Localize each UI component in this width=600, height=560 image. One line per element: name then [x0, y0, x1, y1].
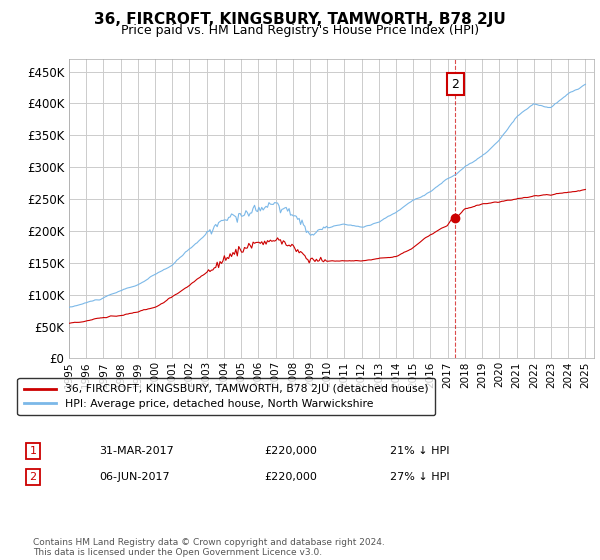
- Text: 27% ↓ HPI: 27% ↓ HPI: [390, 472, 449, 482]
- Text: 31-MAR-2017: 31-MAR-2017: [99, 446, 174, 456]
- Text: 36, FIRCROFT, KINGSBURY, TAMWORTH, B78 2JU: 36, FIRCROFT, KINGSBURY, TAMWORTH, B78 2…: [94, 12, 506, 27]
- Text: Price paid vs. HM Land Registry's House Price Index (HPI): Price paid vs. HM Land Registry's House …: [121, 24, 479, 36]
- Text: 21% ↓ HPI: 21% ↓ HPI: [390, 446, 449, 456]
- Text: 1: 1: [29, 446, 37, 456]
- Text: 06-JUN-2017: 06-JUN-2017: [99, 472, 170, 482]
- Text: £220,000: £220,000: [264, 446, 317, 456]
- Legend: 36, FIRCROFT, KINGSBURY, TAMWORTH, B78 2JU (detached house), HPI: Average price,: 36, FIRCROFT, KINGSBURY, TAMWORTH, B78 2…: [17, 378, 435, 415]
- Text: 2: 2: [29, 472, 37, 482]
- Text: Contains HM Land Registry data © Crown copyright and database right 2024.
This d: Contains HM Land Registry data © Crown c…: [33, 538, 385, 557]
- Text: 2: 2: [451, 78, 459, 91]
- Text: £220,000: £220,000: [264, 472, 317, 482]
